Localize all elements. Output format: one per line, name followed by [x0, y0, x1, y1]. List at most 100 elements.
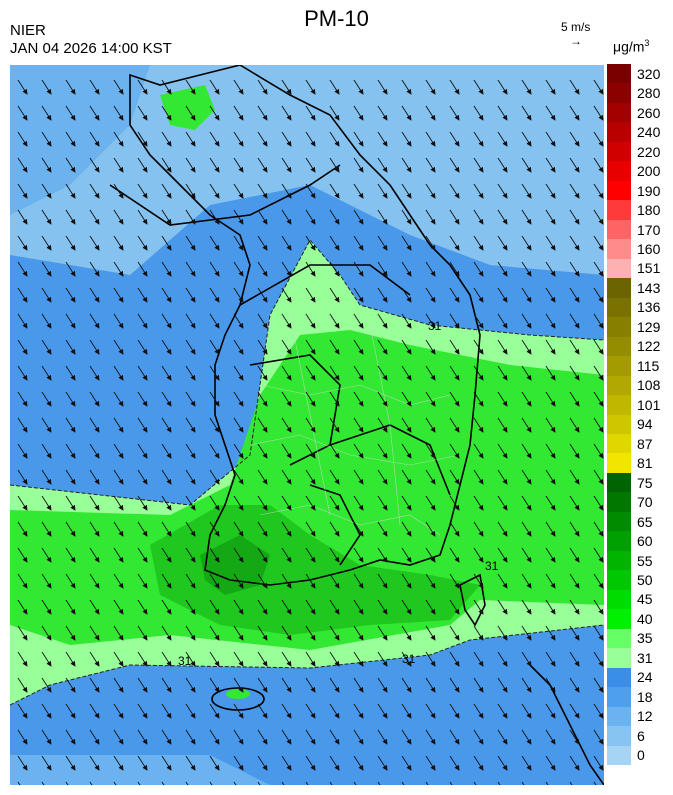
wind-arrow: [137, 495, 148, 511]
scale-segment: [607, 745, 631, 766]
wind-arrow: [113, 391, 124, 407]
wind-arrow: [233, 261, 244, 277]
wind-arrow: [329, 157, 340, 173]
wind-arrow: [41, 443, 52, 459]
wind-arrow: [233, 781, 237, 785]
wind-arrow: [329, 235, 340, 251]
scale-segment: [607, 141, 631, 162]
wind-arrow: [521, 755, 532, 771]
wind-arrow: [17, 495, 28, 511]
wind-arrow: [353, 209, 364, 225]
wind-arrow: [329, 183, 340, 199]
wind-arrow: [281, 677, 292, 693]
wind-arrow: [377, 573, 388, 589]
wind-arrow: [305, 105, 316, 121]
wind-arrow: [185, 495, 196, 511]
wind-arrow: [257, 157, 268, 173]
wind-arrow: [161, 105, 172, 121]
wind-arrow: [185, 131, 196, 147]
wind-arrow: [377, 391, 388, 407]
wind-arrow: [161, 729, 172, 745]
contour-label: 31: [178, 654, 192, 668]
wind-arrow: [137, 729, 148, 745]
wind-arrow: [209, 417, 220, 433]
wind-arrow: [89, 131, 100, 147]
wind-arrow: [113, 625, 124, 641]
wind-arrow: [161, 495, 172, 511]
wind-arrow: [17, 625, 28, 641]
contour-31: [10, 239, 604, 706]
wind-arrow: [185, 261, 196, 277]
scale-tick-label: 87: [637, 435, 653, 452]
wind-arrow: [449, 755, 460, 771]
wind-arrow: [497, 781, 501, 785]
scale-segment: [607, 200, 631, 221]
scale-tick-label: 50: [637, 572, 653, 588]
wind-arrow: [305, 443, 316, 459]
wind-arrow: [521, 235, 532, 251]
wind-arrow: [545, 755, 556, 771]
wind-arrow: [593, 131, 604, 147]
wind-arrow: [521, 157, 532, 173]
wind-arrow: [425, 105, 436, 121]
wind-arrow: [497, 287, 508, 303]
wind-arrow: [377, 495, 388, 511]
wind-arrow: [569, 183, 580, 199]
scale-tick-label: 220: [637, 143, 661, 160]
wind-arrow: [233, 313, 244, 329]
wind-arrow: [497, 391, 508, 407]
wind-arrow: [41, 703, 52, 719]
wind-arrow: [473, 781, 477, 785]
wind-arrow: [545, 781, 549, 785]
wind-arrow: [329, 261, 340, 277]
wind-arrow: [89, 339, 100, 355]
wind-arrow: [209, 209, 220, 225]
wind-arrow: [257, 547, 268, 563]
wind-arrow: [161, 235, 172, 251]
wind-arrow: [473, 183, 484, 199]
wind-arrow: [305, 469, 316, 485]
wind-arrow: [137, 417, 148, 433]
wind-arrow: [137, 79, 148, 95]
timestamp-label: JAN 04 2026 14:00 KST: [10, 40, 172, 57]
wind-arrow: [65, 495, 76, 511]
wind-arrow: [497, 677, 508, 693]
wind-arrow: [185, 183, 196, 199]
scale-segment: [607, 64, 631, 84]
wind-arrow: [209, 755, 220, 771]
wind-arrow: [17, 79, 28, 95]
wind-arrow: [65, 391, 76, 407]
scale-tick-label: 115: [637, 357, 660, 374]
wind-arrow: [497, 573, 508, 589]
wind-arrow: [281, 443, 292, 459]
wind-arrow: [305, 157, 316, 173]
wind-arrow: [17, 157, 28, 173]
wind-arrow: [377, 261, 388, 277]
scale-segment: [607, 453, 631, 474]
wind-arrow: [497, 703, 508, 719]
wind-arrow: [233, 105, 244, 121]
wind-arrow: [593, 521, 604, 537]
wind-arrow: [329, 651, 340, 667]
wind-arrow: [377, 677, 388, 693]
wind-arrow: [401, 469, 412, 485]
wind-arrow: [41, 79, 52, 95]
wind-arrow: [65, 157, 76, 173]
wind-arrow: [545, 157, 556, 173]
wind-arrow: [281, 209, 292, 225]
wind-arrow: [353, 625, 364, 641]
wind-arrow: [161, 781, 165, 785]
wind-arrow: [233, 183, 244, 199]
wind-arrow: [281, 625, 292, 641]
wind-arrow: [257, 703, 268, 719]
wind-arrow: [473, 703, 484, 719]
wind-arrow: [233, 391, 244, 407]
wind-arrow: [65, 781, 69, 785]
wind-arrow: [185, 235, 196, 251]
wind-arrow: [113, 79, 124, 95]
wind-arrow: [497, 755, 508, 771]
wind-arrow: [329, 287, 340, 303]
wind-arrow: [497, 729, 508, 745]
wind-arrow: [473, 625, 484, 641]
scale-tick-label: 81: [637, 455, 653, 472]
